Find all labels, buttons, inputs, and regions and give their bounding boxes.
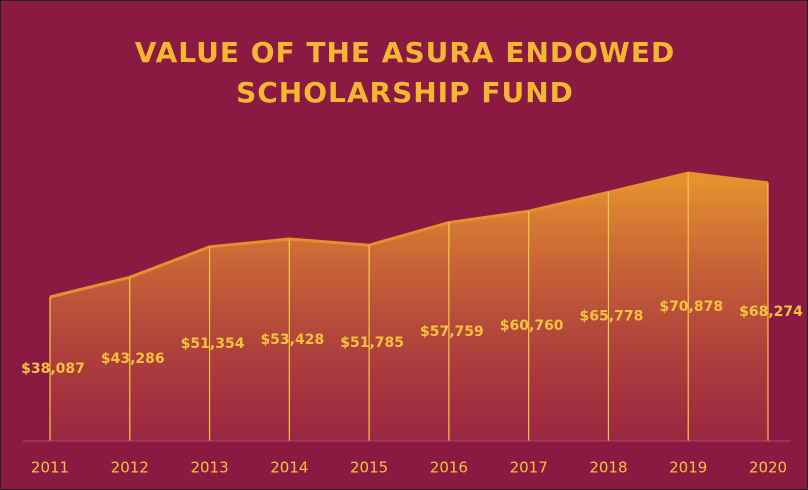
x-tick-label: 2011 — [31, 459, 69, 477]
x-tick-label: 2016 — [430, 459, 468, 477]
value-label: $68,274 — [739, 304, 803, 320]
chart-title: VALUE OF THE ASURA ENDOWED SCHOLARSHIP F… — [134, 36, 676, 109]
x-tick-label: 2015 — [350, 459, 388, 477]
x-tick-label: 2017 — [510, 459, 548, 477]
value-label: $51,354 — [181, 336, 245, 352]
value-label: $65,778 — [580, 309, 644, 325]
x-tick-label: 2020 — [749, 459, 787, 477]
area — [50, 172, 768, 442]
x-tick-label: 2019 — [669, 459, 707, 477]
value-label: $60,760 — [500, 318, 564, 334]
x-tick-label: 2012 — [111, 459, 149, 477]
value-label: $51,785 — [340, 335, 404, 351]
x-tick-label: 2018 — [589, 459, 627, 477]
value-label: $53,428 — [260, 332, 324, 348]
x-tick-label: 2013 — [190, 459, 228, 477]
value-label: $43,286 — [101, 351, 165, 367]
value-label: $57,759 — [420, 324, 484, 340]
value-label: $70,878 — [659, 299, 723, 315]
area-line — [49, 171, 769, 299]
x-tick-label: 2014 — [270, 459, 308, 477]
value-label: $38,087 — [21, 361, 85, 377]
